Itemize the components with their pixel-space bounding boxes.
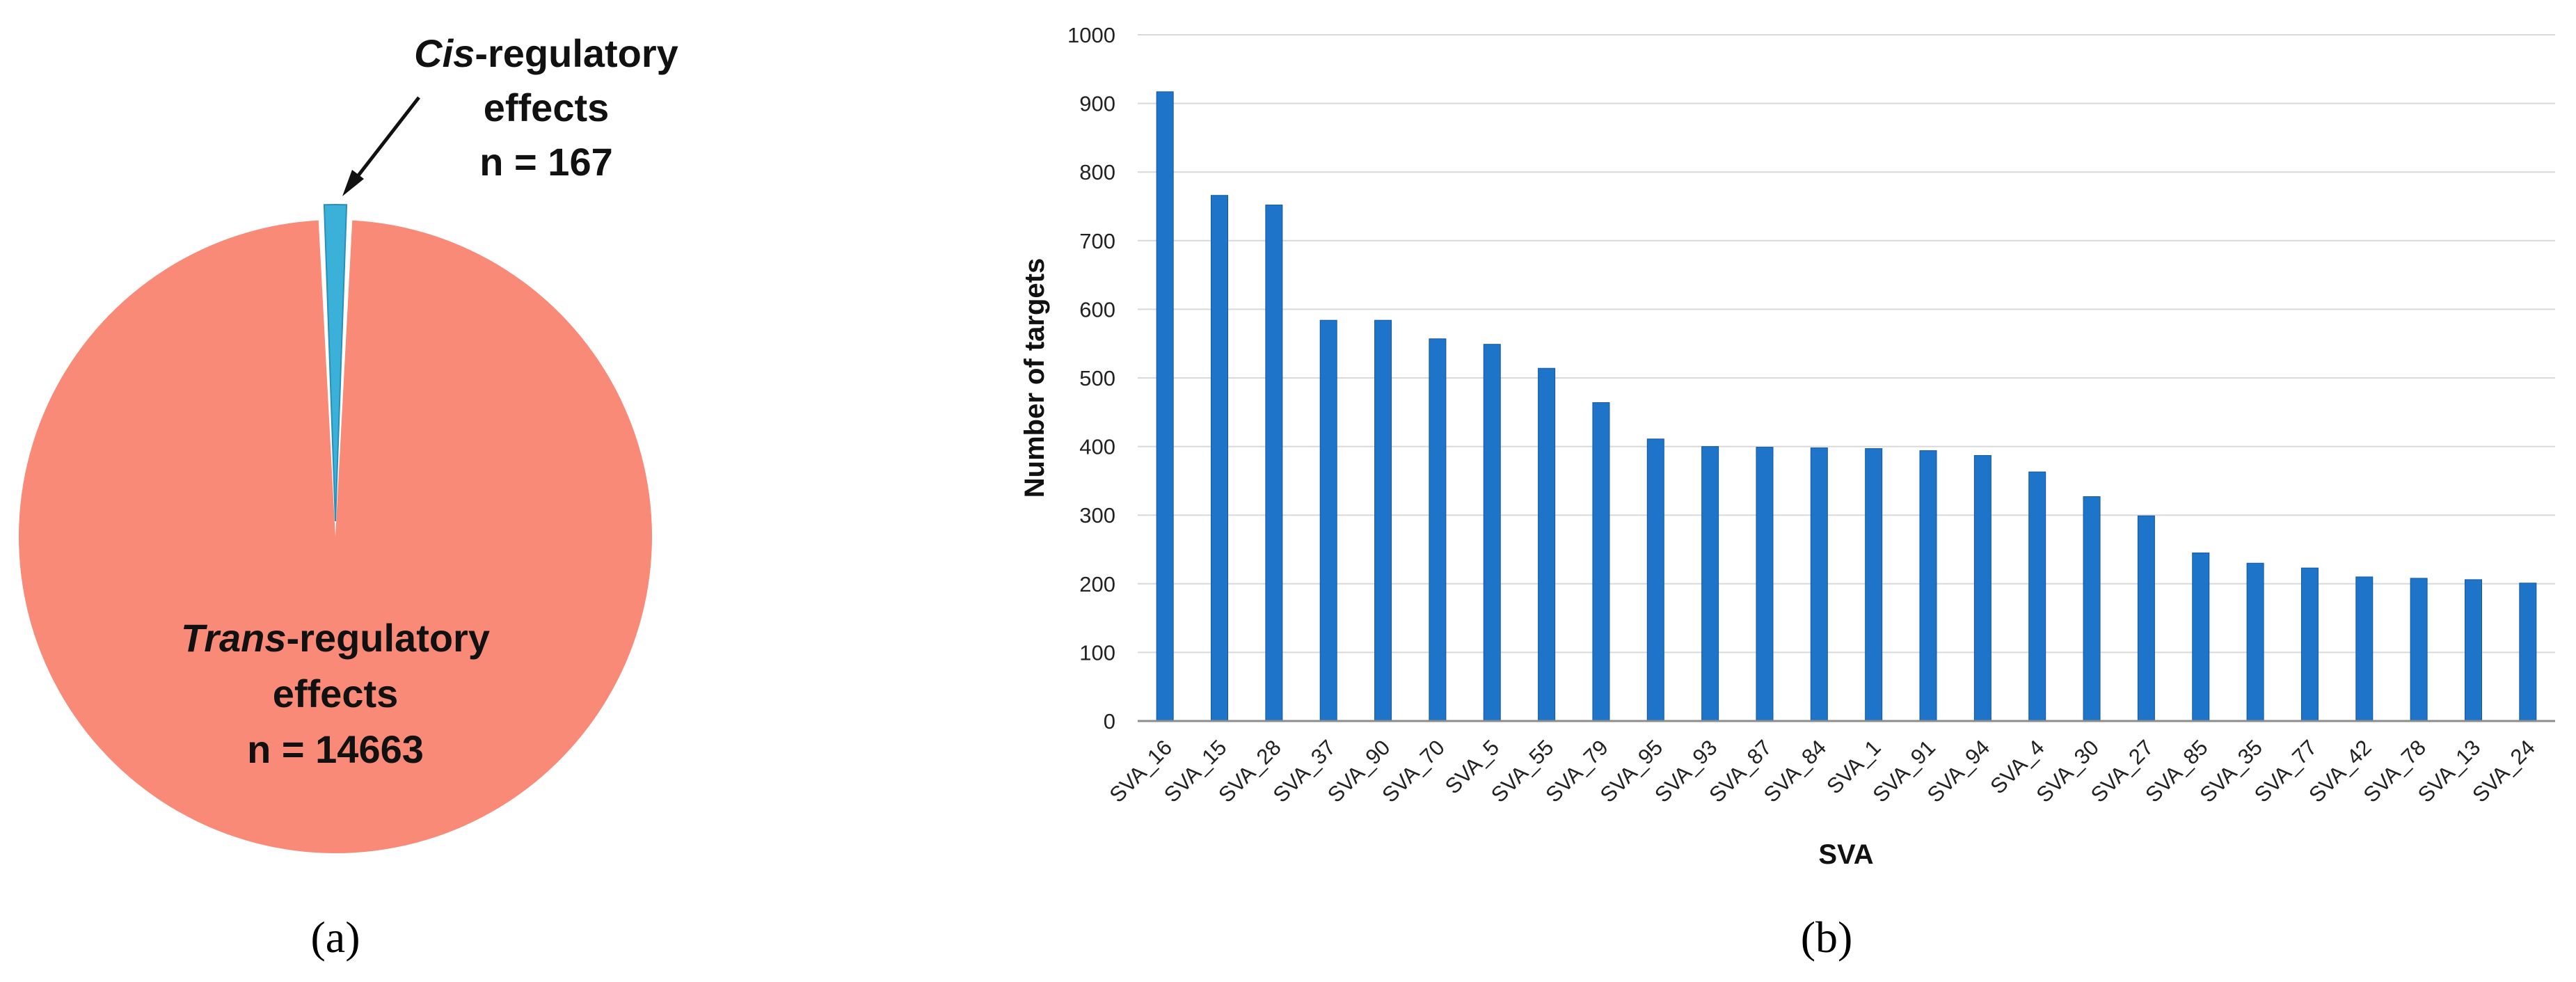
panel-label-b: (b) [1801, 912, 1853, 962]
bar-sva-87 [1756, 447, 1774, 722]
cis-label-rest: -regulatory [475, 31, 678, 75]
bar-sva-42 [2355, 576, 2374, 722]
bar-sva-77 [2300, 567, 2319, 722]
trans-label-rest: -regulatory [286, 616, 490, 660]
x-axis-title: SVA [1818, 839, 1873, 870]
bar-sva-28 [1265, 205, 1283, 722]
bar-sva-84 [1810, 448, 1828, 722]
bar-sva-27 [2137, 515, 2155, 722]
cis-pointer-arrow-shaft [352, 96, 420, 183]
cis-label-line1: Cis-regulatory [414, 31, 678, 75]
y-tick-label: 900 [1079, 92, 1115, 116]
bar-sva-78 [2410, 578, 2428, 722]
bar-sva-55 [1538, 367, 1556, 722]
y-tick-labels: 0 100 200 300 400 500 600 700 800 900 1000 [1067, 23, 1115, 734]
bar-sva-79 [1592, 402, 1610, 722]
bar-sva-91 [1919, 450, 1937, 722]
bar-sva-85 [2192, 552, 2210, 722]
y-tick-label: 100 [1079, 640, 1115, 665]
y-tick-label: 200 [1079, 572, 1115, 596]
bar-sva-15 [1211, 195, 1229, 722]
cis-label-italic: Cis [414, 31, 475, 75]
y-tick-label: 400 [1079, 435, 1115, 459]
y-tick-label: 0 [1104, 709, 1115, 734]
bar-sva-93 [1701, 446, 1719, 722]
trans-label-line1: Trans-regulatory [181, 616, 490, 660]
trans-label-italic: Trans [181, 616, 286, 660]
bar-sva-90 [1374, 319, 1392, 722]
y-tick-label: 300 [1079, 503, 1115, 528]
trans-label-line2: effects [273, 672, 399, 715]
cis-label-line2: effects [484, 86, 610, 129]
bar-sva-70 [1429, 338, 1447, 722]
bar-sva-1 [1865, 448, 1883, 722]
bar-sva-5 [1483, 344, 1501, 722]
bar-sva-13 [2464, 579, 2482, 722]
bar-sva-37 [1319, 319, 1337, 722]
bar-sva-94 [1973, 454, 1991, 722]
pie-slice-trans-regulatory [18, 220, 653, 854]
y-tick-label: 800 [1079, 160, 1115, 184]
y-tick-label: 700 [1079, 229, 1115, 253]
pie-chart-panel: Cis-regulatory effects n = 167 Trans-reg… [18, 31, 678, 962]
bar-sva-16 [1156, 91, 1174, 722]
bars [1156, 91, 2537, 722]
bar-sva-30 [2083, 496, 2101, 722]
bar-chart-panel: 0 100 200 300 400 500 600 700 800 900 1000 SVA_16S… [1019, 23, 2555, 962]
cis-pointer-arrow-head [342, 170, 364, 196]
x-tick-labels: SVA_16SVA_15SVA_28SVA_37SVA_90SVA_70SVA_… [1105, 735, 2540, 807]
bar-sva-95 [1646, 438, 1664, 722]
trans-count-label: n = 14663 [247, 727, 424, 771]
pie-slice-cis-regulatory [323, 203, 348, 522]
cis-count-label: n = 167 [479, 140, 612, 184]
y-tick-label: 1000 [1067, 23, 1115, 47]
bar-sva-35 [2246, 562, 2264, 722]
panel-label-a: (a) [310, 912, 360, 962]
bar-sva-24 [2519, 583, 2537, 722]
y-tick-label: 600 [1079, 297, 1115, 322]
y-axis-title: Number of targets [1019, 258, 1050, 498]
y-tick-label: 500 [1079, 366, 1115, 390]
gridlines [1138, 34, 2555, 654]
bar-sva-4 [2028, 471, 2046, 722]
